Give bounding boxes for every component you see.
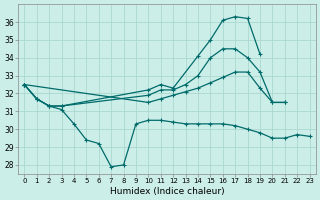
X-axis label: Humidex (Indice chaleur): Humidex (Indice chaleur) (110, 187, 224, 196)
